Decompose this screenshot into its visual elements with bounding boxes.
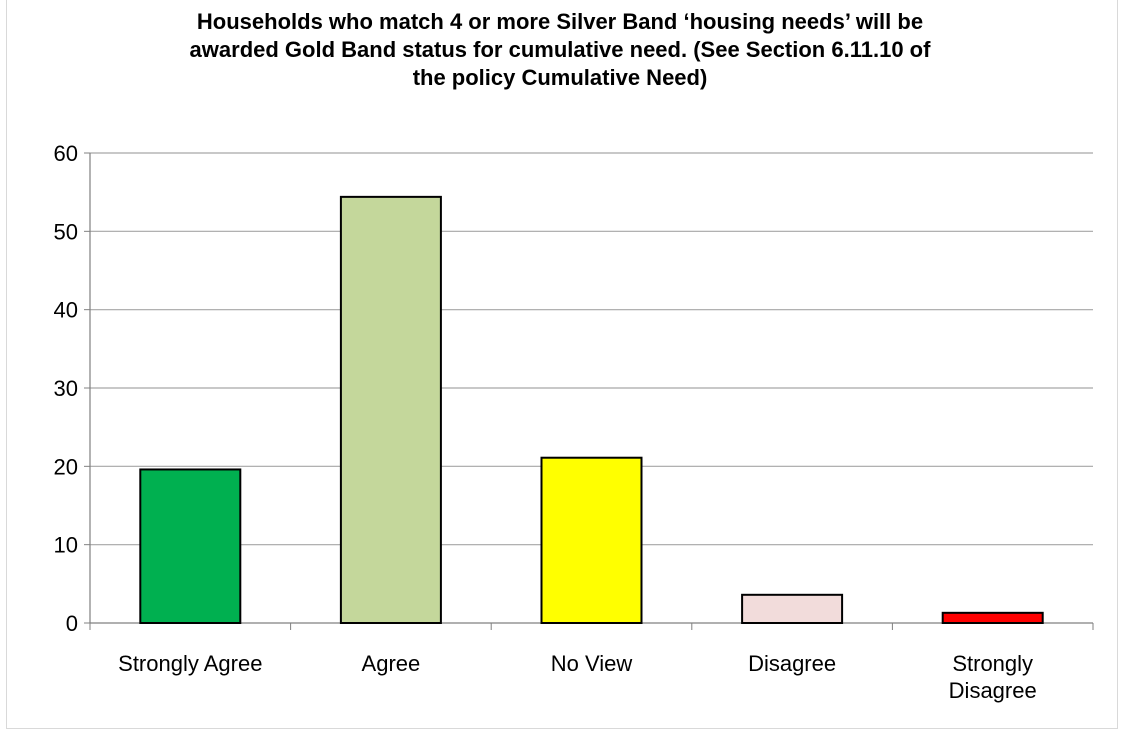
y-tick-label: 50	[54, 219, 78, 244]
bar	[139, 468, 242, 625]
x-category-label: Strongly	[952, 651, 1033, 676]
x-category-label: Strongly Agree	[118, 651, 262, 676]
bar	[741, 593, 844, 624]
labels: 0 10 20 30 40 50 60 Strongly Agree Agree No View D…	[54, 141, 1037, 703]
bar	[540, 456, 643, 625]
chart-title-line: awarded Gold Band status for cumulative …	[189, 37, 931, 62]
chart-title-line: the policy Cumulative Need)	[412, 65, 708, 90]
y-tick-label: 10	[54, 533, 78, 558]
gridlines	[90, 152, 1093, 546]
y-tick-label: 20	[54, 454, 78, 479]
chart-title: Households who match 4 or more Silver Ba…	[150, 8, 970, 92]
x-category-label: Disagree	[748, 651, 836, 676]
y-tick-label: 30	[54, 376, 78, 401]
y-tick-label: 60	[54, 141, 78, 166]
bar	[339, 195, 442, 624]
bars	[139, 195, 1044, 625]
y-tick-label: 40	[54, 298, 78, 323]
y-tick-label: 0	[66, 611, 78, 636]
x-category-label: Disagree	[949, 678, 1037, 703]
chart-frame	[6, 0, 1118, 729]
bar	[941, 611, 1044, 624]
x-category-label: Agree	[362, 651, 421, 676]
chart-title-line: Households who match 4 or more Silver Ba…	[196, 9, 924, 34]
x-category-label: No View	[551, 651, 633, 676]
